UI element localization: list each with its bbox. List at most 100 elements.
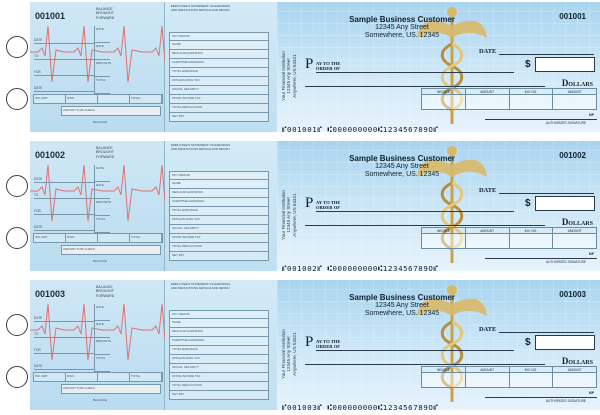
signature-line[interactable] <box>485 119 597 120</box>
ekg-line-icon <box>30 164 165 222</box>
stub-totals: INV. AMT. DISC. TOTAL AMOUNT THIS CHECK BA… <box>33 94 163 128</box>
punch-hole <box>6 88 28 110</box>
stub-column: DATE DATE DEPOSITS TOTAL <box>94 26 111 94</box>
signature-label: AUTHORIZED SIGNATURE <box>546 260 586 264</box>
invoice-table: INVOICE AMOUNT INV. NO. AMOUNT <box>421 227 597 249</box>
employee-statement-header: EMPLOYEE'S STATEMENT OF EARNINGS AND DEDU… <box>171 143 231 151</box>
payee-line[interactable] <box>316 211 514 212</box>
customer-address: 12345 Any Street Somewhere, US. 12345 <box>364 163 440 178</box>
check-row-3: 001003 BALANCE BROUGHT FORWARD DATE TO FOR… <box>0 280 600 412</box>
pay-label: P <box>305 334 314 350</box>
dollars-label: Dollars <box>561 356 593 366</box>
invoice-table: INVOICE AMOUNT INV. NO. AMOUNT <box>421 366 597 388</box>
caduceus-icon <box>417 7 487 124</box>
mp-mark: MP <box>588 113 594 117</box>
bank-info: Your Financial Institution 12345 Any Stre… <box>281 190 297 240</box>
pay-to-order-label: AY TO THE ORDER OF <box>316 61 341 72</box>
check-number: 001003 <box>559 290 586 299</box>
pay-label: P <box>305 56 314 72</box>
date-line[interactable] <box>499 332 594 333</box>
mp-mark: MP <box>588 391 594 395</box>
caduceus-icon <box>417 146 487 263</box>
mp-mark: MP <box>588 252 594 256</box>
stub-totals: INV. AMT. DISC. TOTAL AMOUNT THIS CHECK BA… <box>33 372 163 406</box>
customer-name: Sample Business Customer <box>349 293 455 302</box>
check-row-2: 001002 BALANCE BROUGHT FORWARD DATE TO FOR… <box>0 141 600 273</box>
payroll-rows: PAY PERIOD NAME REGULAR EARNINGS OVERTIME E… <box>169 32 269 122</box>
dollar-sign: $ <box>525 337 531 348</box>
customer-name: Sample Business Customer <box>349 15 455 24</box>
check-body: Your Financial Institution 12345 Any Stre… <box>277 280 600 410</box>
punch-hole <box>6 227 28 249</box>
written-amount-line[interactable] <box>305 225 545 226</box>
stub-check-number: 001002 <box>35 150 66 160</box>
stub-fields: DATE TO FOR DATE <box>34 28 94 92</box>
punch-hole <box>6 366 28 388</box>
check-stub: 001001 BALANCE BROUGHT FORWARD DATE TO FOR… <box>30 2 165 132</box>
customer-address: 12345 Any Street Somewhere, US. 12345 <box>364 24 440 39</box>
dollar-sign: $ <box>525 198 531 209</box>
written-amount-line[interactable] <box>305 364 545 365</box>
date-label: DATE <box>479 187 497 194</box>
check-number: 001001 <box>559 12 586 21</box>
caduceus-icon <box>417 285 487 402</box>
punch-hole <box>6 175 28 197</box>
check-number: 001002 <box>559 151 586 160</box>
check-stub: 001002 BALANCE BROUGHT FORWARD DATE TO FOR… <box>30 141 165 271</box>
dollars-label: Dollars <box>561 217 593 227</box>
punch-hole <box>6 314 28 336</box>
stub-column: DATE DATE DEPOSITS TOTAL <box>94 304 111 372</box>
check-row-1: 001001 BALANCE BROUGHT FORWARD DATE TO FOR… <box>0 2 600 134</box>
stub-totals: INV. AMT. DISC. TOTAL AMOUNT THIS CHECK BA… <box>33 233 163 267</box>
balance-forward-label: BALANCE BROUGHT FORWARD <box>96 146 115 159</box>
stub-fields: DATE TO FOR DATE <box>34 167 94 231</box>
ekg-line-icon <box>30 25 165 83</box>
customer-address: 12345 Any Street Somewhere, US. 12345 <box>364 302 440 317</box>
stub-column: DATE DATE DEPOSITS TOTAL <box>94 165 111 233</box>
date-line[interactable] <box>499 54 594 55</box>
stub-check-number: 001003 <box>35 289 66 299</box>
amount-box[interactable] <box>535 196 595 211</box>
dollars-label: Dollars <box>561 78 593 88</box>
punch-hole <box>6 36 28 58</box>
stub-check-number: 001001 <box>35 11 66 21</box>
payroll-rows: PAY PERIOD NAME REGULAR EARNINGS OVERTIME E… <box>169 171 269 261</box>
date-line[interactable] <box>499 193 594 194</box>
signature-label: AUTHORIZED SIGNATURE <box>546 399 586 403</box>
employee-statement-header: EMPLOYEE'S STATEMENT OF EARNINGS AND DEDU… <box>171 282 231 290</box>
signature-line[interactable] <box>485 258 597 259</box>
micr-line: ⑈001003⑈ ⑆000000000⑆123456789O⑈ <box>282 403 439 412</box>
balance-forward-label: BALANCE BROUGHT FORWARD <box>96 7 115 20</box>
stub-fields: DATE TO FOR DATE <box>34 306 94 370</box>
amount-box[interactable] <box>535 57 595 72</box>
payroll-stub: EMPLOYEE'S STATEMENT OF EARNINGS AND DEDU… <box>165 2 277 132</box>
signature-line[interactable] <box>485 397 597 398</box>
micr-line: ⑈001001⑈ ⑆000000000⑆123456789O⑈ <box>282 125 439 134</box>
pay-to-order-label: AY TO THE ORDER OF <box>316 200 341 211</box>
micr-line: ⑈001002⑈ ⑆000000000⑆123456789O⑈ <box>282 264 439 273</box>
signature-label: AUTHORIZED SIGNATURE <box>546 121 586 125</box>
bank-info: Your Financial Institution 12345 Any Stre… <box>281 51 297 101</box>
pay-label: P <box>305 195 314 211</box>
check-stub: 001003 BALANCE BROUGHT FORWARD DATE TO FOR… <box>30 280 165 410</box>
bank-info: Your Financial Institution 12345 Any Stre… <box>281 329 297 379</box>
written-amount-line[interactable] <box>305 86 545 87</box>
amount-box[interactable] <box>535 335 595 350</box>
pay-to-order-label: AY TO THE ORDER OF <box>316 339 341 350</box>
check-body: Your Financial Institution 12345 Any Stre… <box>277 141 600 271</box>
payee-line[interactable] <box>316 350 514 351</box>
customer-name: Sample Business Customer <box>349 154 455 163</box>
payroll-stub: EMPLOYEE'S STATEMENT OF EARNINGS AND DEDU… <box>165 280 277 410</box>
check-body: Your Financial Institution 12345 Any Stre… <box>277 2 600 132</box>
dollar-sign: $ <box>525 59 531 70</box>
employee-statement-header: EMPLOYEE'S STATEMENT OF EARNINGS AND DEDU… <box>171 4 231 12</box>
invoice-table: INVOICE AMOUNT INV. NO. AMOUNT <box>421 88 597 110</box>
balance-forward-label: BALANCE BROUGHT FORWARD <box>96 285 115 298</box>
ekg-line-icon <box>30 303 165 361</box>
payee-line[interactable] <box>316 72 514 73</box>
date-label: DATE <box>479 326 497 333</box>
payroll-stub: EMPLOYEE'S STATEMENT OF EARNINGS AND DEDU… <box>165 141 277 271</box>
payroll-rows: PAY PERIOD NAME REGULAR EARNINGS OVERTIME E… <box>169 310 269 400</box>
date-label: DATE <box>479 48 497 55</box>
